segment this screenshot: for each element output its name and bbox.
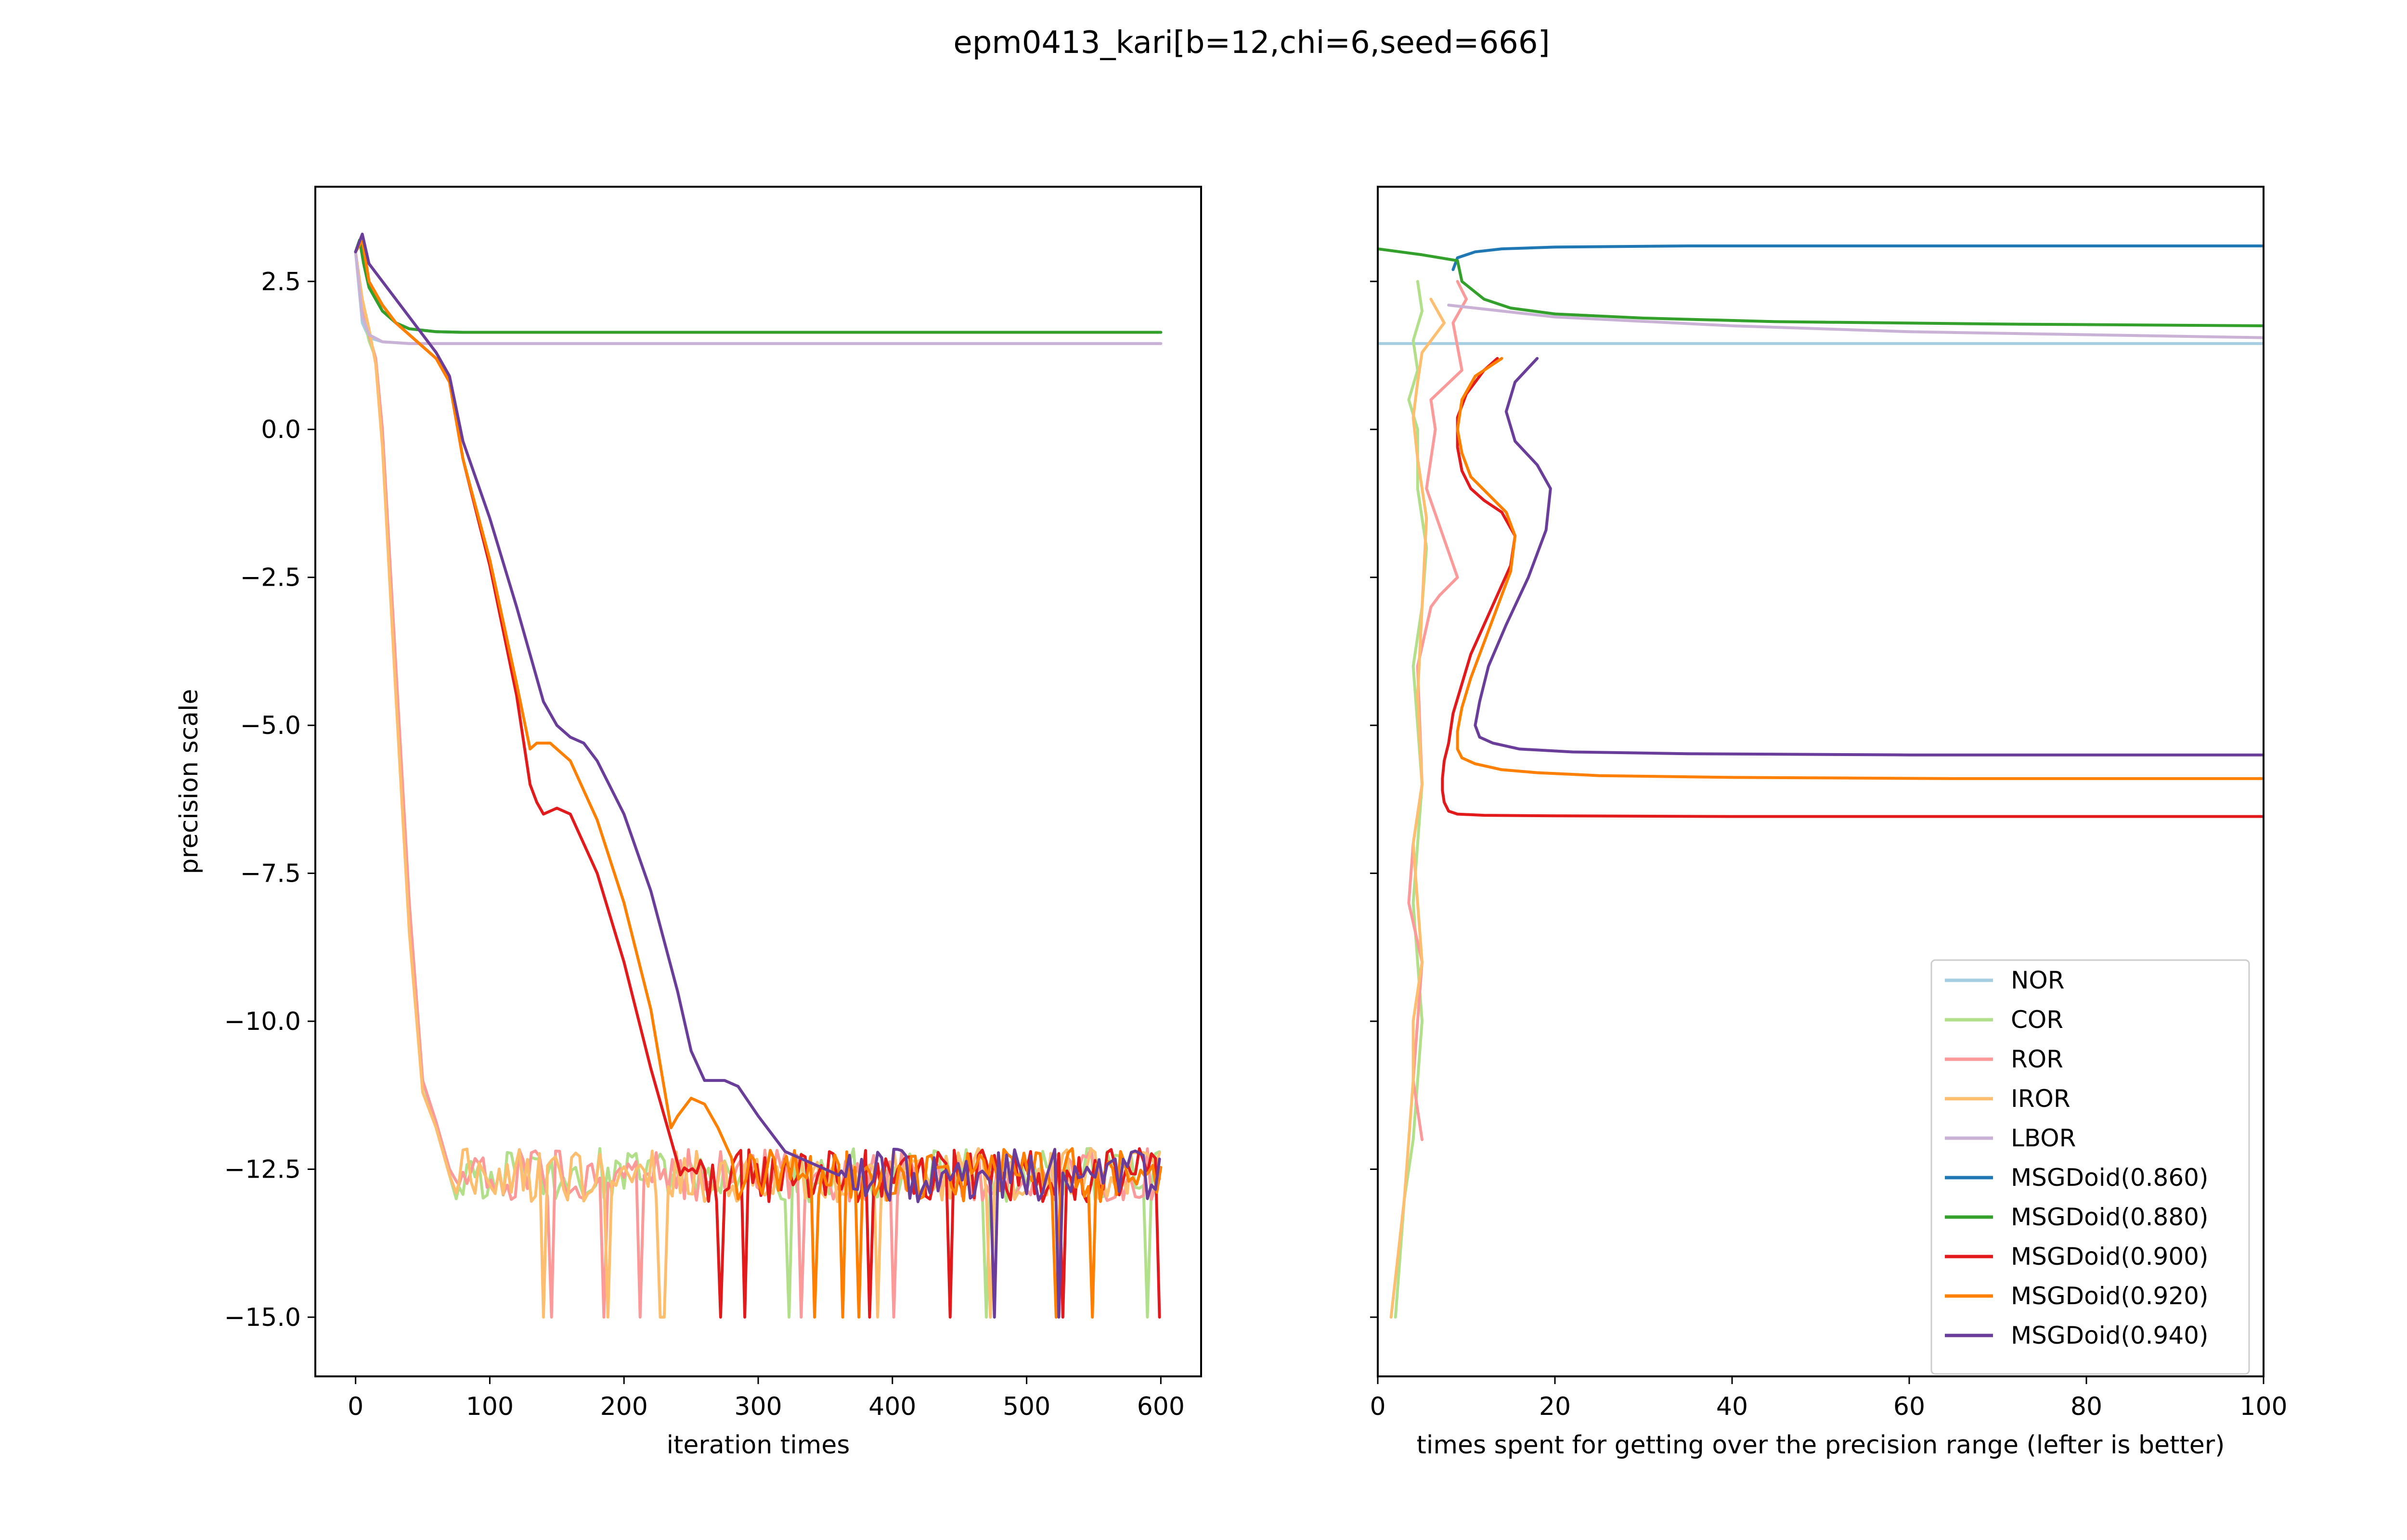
right-x-tick-label: 0	[1370, 1392, 1385, 1421]
left-y-tick-label: −12.5	[224, 1155, 301, 1184]
left-y-tick-label: −10.0	[224, 1007, 301, 1036]
left-series-iror	[354, 250, 1161, 1319]
right-x-tick-label: 80	[2071, 1392, 2102, 1421]
legend-label: ROR	[2011, 1045, 2063, 1073]
right-x-tick-label: 60	[1893, 1392, 1925, 1421]
right-ticks-group: 0 20 40 60 80 100	[1370, 281, 2288, 1421]
right-series-msgdoid-0-880	[1378, 247, 2264, 327]
left-y-tick-label: 0.0	[261, 415, 301, 444]
right-x-tick-label: 40	[1716, 1392, 1748, 1421]
right-series-msgdoid-0-860	[1451, 244, 2264, 271]
left-series-msgdoid-0-860	[354, 238, 1163, 334]
figure-title: epm0413_kari[b=12,chi=6,seed=666]	[953, 25, 1550, 61]
left-x-tick-label: 600	[1137, 1392, 1185, 1421]
left-series-msgdoid-0-940	[354, 232, 1161, 1319]
legend-box	[1930, 959, 2250, 1375]
right-x-tick-label: 100	[2239, 1392, 2287, 1421]
legend-label: COR	[2011, 1006, 2063, 1034]
left-series-nor	[354, 250, 1163, 345]
legend-label: MSGDoid(0.880)	[2011, 1203, 2209, 1231]
left-x-axis-label: iteration times	[667, 1431, 850, 1460]
left-y-tick-label: 2.5	[261, 268, 301, 296]
left-series-msgdoid-0-920	[354, 238, 1163, 1319]
left-x-tick-label: 0	[348, 1392, 363, 1421]
left-x-tick-label: 400	[868, 1392, 916, 1421]
left-y-tick-label: −15.0	[224, 1303, 301, 1332]
legend-label: IROR	[2011, 1085, 2071, 1113]
legend: NOR COR ROR IROR LBOR MSGDoid(0.860) MSGDoid(0…	[1930, 959, 2250, 1375]
right-x-axis-label: times spent for getting over the precisi…	[1417, 1431, 2225, 1460]
left-series-msgdoid-0-880	[354, 238, 1163, 334]
left-y-axis-label: precision scale	[175, 689, 204, 874]
left-y-tick-label: −2.5	[240, 564, 301, 592]
legend-label: LBOR	[2011, 1124, 2076, 1152]
left-chart: 0 100 200 300 400 500 600 2.5 0.0 −2.5 −5.0 −7.5 −10…	[175, 186, 1202, 1460]
left-series-lbor	[354, 250, 1163, 345]
right-series-cor	[1394, 280, 1428, 1319]
left-x-tick-label: 500	[1003, 1392, 1050, 1421]
left-y-tick-label: −7.5	[240, 860, 301, 888]
left-series-group	[354, 232, 1163, 1319]
left-x-tick-label: 300	[734, 1392, 782, 1421]
right-x-tick-label: 20	[1539, 1392, 1571, 1421]
legend-label: MSGDoid(0.940)	[2011, 1322, 2209, 1349]
legend-label: MSGDoid(0.920)	[2011, 1282, 2209, 1310]
right-plot-frame	[1377, 186, 2265, 1377]
left-plot-frame	[314, 186, 1202, 1377]
left-series-ror	[354, 250, 1161, 1319]
right-series-msgdoid-0-920	[1456, 357, 2264, 780]
left-x-tick-label: 100	[466, 1392, 514, 1421]
legend-label: NOR	[2011, 966, 2065, 994]
right-series-group	[1378, 244, 2264, 1319]
left-y-tick-label: −5.0	[240, 711, 301, 740]
legend-label: MSGDoid(0.900)	[2011, 1243, 2209, 1270]
right-series-msgdoid-0-900	[1441, 357, 2264, 818]
left-x-tick-label: 200	[600, 1392, 648, 1421]
right-series-msgdoid-0-940	[1474, 357, 2264, 757]
left-ticks-group: 0 100 200 300 400 500 600 2.5 0.0 −2.5 −5.0 −7.5 −10…	[224, 268, 1185, 1421]
left-series-cor	[354, 250, 1161, 1319]
legend-label: MSGDoid(0.860)	[2011, 1164, 2209, 1192]
right-series-iror	[1389, 297, 1446, 1319]
right-chart: 0 20 40 60 80 100 times spent for getting ove…	[1370, 186, 2288, 1460]
right-series-lbor	[1447, 304, 2264, 339]
